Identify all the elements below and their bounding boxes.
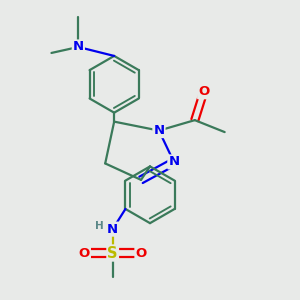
Text: H: H <box>95 221 103 231</box>
Text: N: N <box>153 124 164 137</box>
Text: N: N <box>107 223 118 236</box>
Text: N: N <box>73 40 84 53</box>
Text: O: O <box>135 247 147 260</box>
Text: O: O <box>79 247 90 260</box>
Text: N: N <box>168 155 179 168</box>
Text: S: S <box>107 245 118 260</box>
Text: O: O <box>198 85 209 98</box>
